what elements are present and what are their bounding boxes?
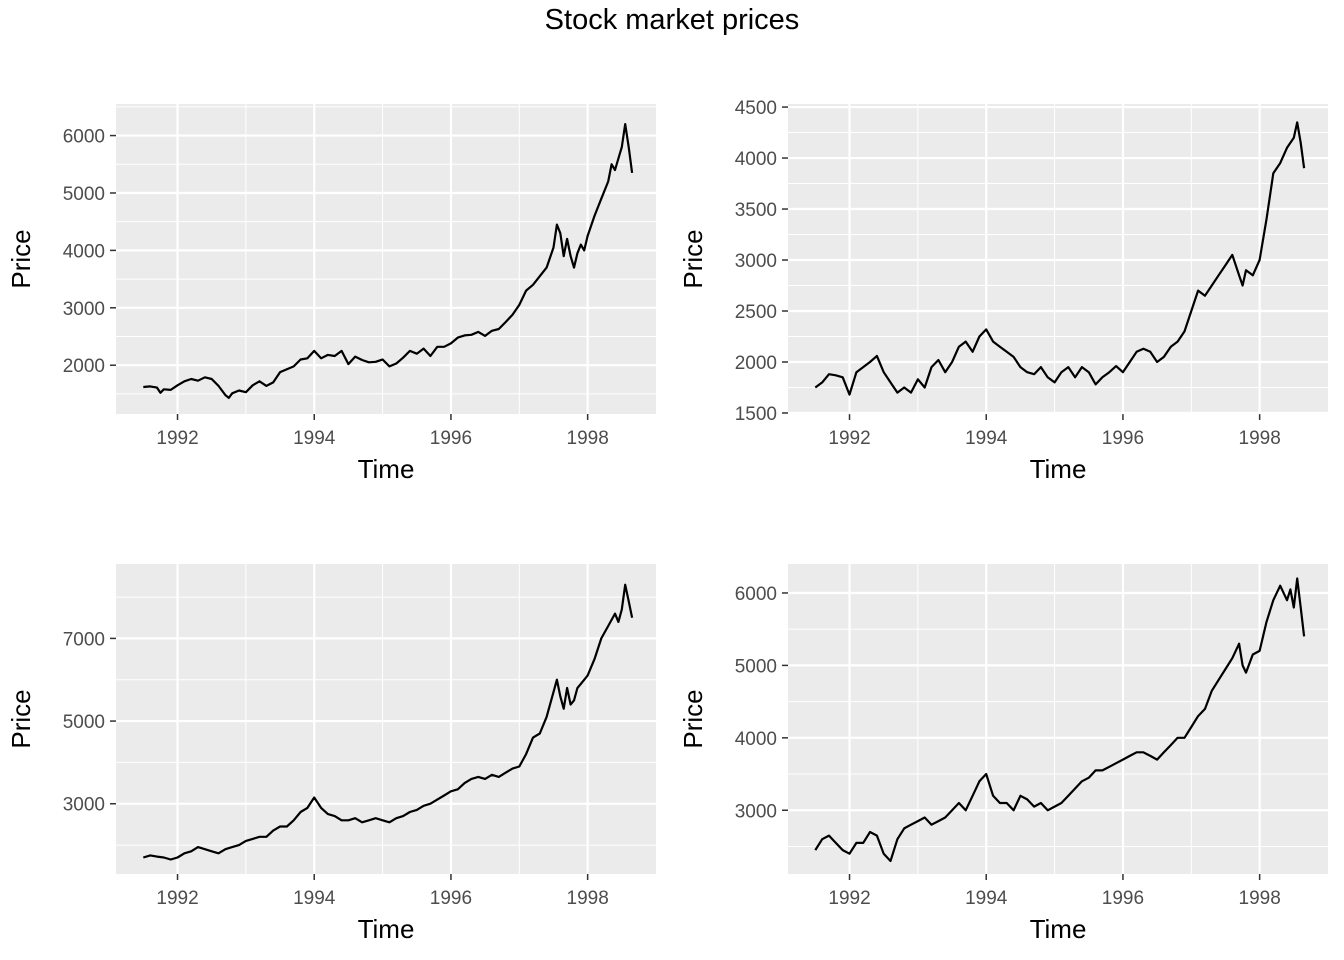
y-axis-title: Price — [678, 229, 708, 288]
x-tick-label: 1992 — [156, 888, 198, 909]
x-tick-label: 1992 — [828, 888, 870, 909]
x-tick-label: 1998 — [1239, 888, 1281, 909]
x-tick-label: 1994 — [965, 888, 1008, 909]
y-tick-label: 3000 — [63, 795, 105, 816]
y-tick-label: 2500 — [735, 302, 777, 323]
series-line — [814, 121, 1306, 396]
y-axis-title: Price — [6, 229, 36, 288]
y-tick-label: 3000 — [735, 251, 777, 272]
y-tick-label: 2000 — [63, 356, 105, 377]
panel-2: 1992 1994 1996 1998 1500 2000 2500 3000 3500 4000… — [678, 98, 1328, 484]
x-tick-label: 1996 — [1102, 428, 1144, 449]
x-axis-title: Time — [358, 914, 415, 944]
x-axis-title: Time — [1030, 454, 1087, 484]
figure-title: Stock market prices — [544, 4, 800, 36]
y-axis-title: Price — [678, 689, 708, 748]
series-line — [142, 583, 634, 861]
y-tick-label: 4500 — [735, 98, 777, 119]
series-line — [143, 122, 634, 399]
x-tick-label: 1994 — [293, 888, 336, 909]
x-tick-label: 1998 — [1239, 428, 1281, 449]
panel-1: 1992 1994 1996 1998 2000 3000 4000 5000 6000 Time… — [6, 104, 656, 484]
y-tick-label: 5000 — [63, 712, 105, 733]
x-tick-label: 1996 — [430, 888, 472, 909]
y-tick-label: 7000 — [63, 629, 105, 650]
y-tick-label: 4000 — [735, 729, 777, 750]
y-tick-label: 5000 — [63, 184, 105, 205]
panel-4: 1992 1994 1996 1998 3000 4000 5000 6000 Time Pric… — [678, 564, 1328, 944]
x-tick-label: 1996 — [430, 428, 472, 449]
x-tick-label: 1992 — [156, 428, 198, 449]
y-tick-label: 2000 — [735, 353, 777, 374]
y-tick-label: 5000 — [735, 656, 777, 677]
series-line — [814, 577, 1306, 863]
y-tick-label: 4000 — [63, 241, 105, 262]
y-tick-label: 3000 — [735, 801, 777, 822]
x-axis-title: Time — [1030, 914, 1087, 944]
y-tick-label: 6000 — [735, 584, 777, 605]
x-tick-label: 1998 — [567, 888, 609, 909]
x-tick-label: 1994 — [965, 428, 1008, 449]
y-tick-label: 6000 — [63, 127, 105, 148]
y-tick-label: 3500 — [735, 200, 777, 221]
x-axis-title: Time — [358, 454, 415, 484]
x-tick-label: 1992 — [828, 428, 870, 449]
y-tick-label: 1500 — [735, 404, 777, 425]
panel-3: 1992 1994 1996 1998 3000 5000 7000 Time Price — [6, 564, 656, 944]
plot-background — [788, 564, 1328, 874]
x-tick-label: 1996 — [1102, 888, 1144, 909]
y-tick-label: 3000 — [63, 299, 105, 320]
y-axis-title: Price — [6, 689, 36, 748]
x-tick-label: 1994 — [293, 428, 336, 449]
x-tick-label: 1998 — [567, 428, 609, 449]
plot-background — [116, 564, 656, 874]
y-tick-label: 4000 — [735, 149, 777, 170]
